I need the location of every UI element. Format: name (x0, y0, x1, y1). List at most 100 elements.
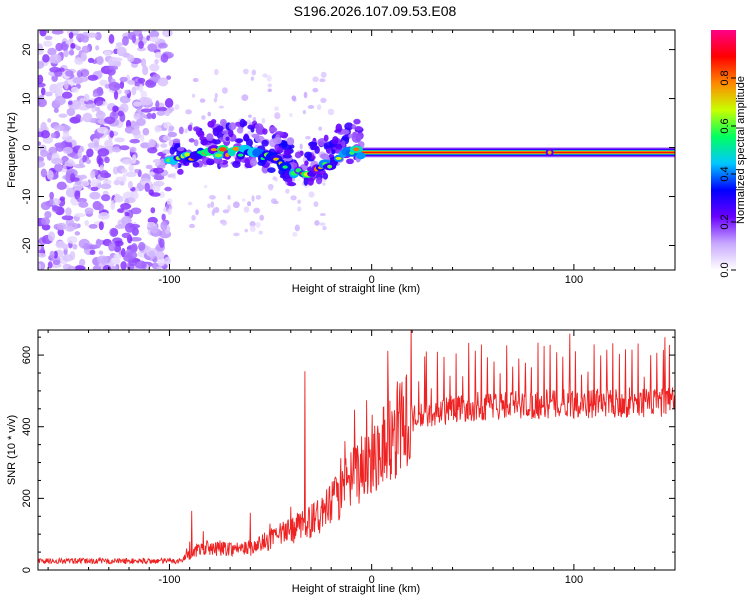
noise-blob (232, 201, 240, 209)
noise-blob (49, 250, 55, 259)
ridge-halo-blob (353, 118, 361, 125)
noise-blob (168, 173, 176, 178)
noise-blob (162, 135, 172, 142)
noise-blob (42, 40, 53, 47)
noise-blob (89, 182, 99, 187)
ridge-halo-blob (340, 129, 350, 135)
noise-blob (65, 218, 75, 227)
noise-blob (104, 156, 110, 164)
noise-blob (292, 231, 298, 237)
noise-blob (160, 53, 169, 63)
noise-blob (88, 224, 98, 229)
noise-blob (134, 168, 139, 174)
noise-blob (97, 148, 110, 157)
noise-blob (112, 105, 119, 112)
noise-blob (98, 212, 110, 220)
noise-blob (75, 180, 82, 186)
ridge-halo-blob (335, 143, 343, 150)
noise-blob (136, 117, 146, 127)
noise-blob (117, 208, 125, 213)
noise-blob (133, 112, 141, 120)
noise-blob (114, 137, 125, 143)
noise-blob (49, 197, 54, 206)
noise-blob (255, 221, 261, 228)
noise-blob (83, 242, 91, 250)
noise-blob (64, 160, 76, 167)
noise-blob (79, 76, 89, 83)
colorbar-gradient (711, 30, 736, 270)
noise-blob (319, 222, 326, 226)
noise-blob (51, 74, 58, 82)
noise-blob (92, 92, 98, 98)
noise-blob (90, 186, 99, 192)
noise-blob (312, 76, 319, 83)
noise-blob (327, 108, 335, 116)
noise-blob (250, 76, 255, 81)
noise-blob (86, 148, 94, 158)
noise-blob (149, 30, 160, 38)
noise-blob (125, 171, 137, 178)
noise-blob (144, 182, 150, 192)
noise-blob (307, 105, 315, 109)
noise-blob (155, 100, 160, 109)
noise-blob (96, 55, 104, 66)
noise-blob (109, 130, 114, 138)
ridge-halo-blob (283, 148, 292, 156)
noise-blob (108, 65, 119, 71)
noise-blob (80, 52, 87, 62)
noise-blob (102, 265, 112, 270)
noise-blob (97, 203, 104, 212)
noise-blob (184, 128, 188, 134)
noise-blob (168, 106, 175, 112)
noise-blob (207, 203, 211, 209)
noise-blob (58, 113, 68, 118)
noise-blob (47, 47, 57, 56)
ridge-halo-blob (314, 146, 320, 154)
ridge-halo-blob (274, 143, 280, 151)
ridge-halo-blob (206, 158, 215, 166)
noise-blob (82, 112, 93, 123)
ridge-halo-blob (228, 129, 234, 138)
ridge-halo-blob (267, 167, 276, 173)
colorbar-tick-label: 0.6 (719, 118, 731, 133)
noise-blob (55, 144, 65, 152)
noise-blob (38, 98, 47, 108)
noise-blob (251, 69, 257, 76)
noise-blob (158, 42, 168, 49)
noise-blob (121, 232, 132, 239)
noise-blob (153, 180, 165, 187)
noise-blob (90, 170, 96, 179)
noise-blob (203, 184, 208, 189)
noise-blob (100, 170, 109, 178)
noise-blob (38, 74, 44, 85)
noise-blob (53, 107, 59, 113)
noise-blob (122, 173, 127, 184)
noise-blob (233, 232, 240, 237)
noise-blob (160, 143, 168, 148)
noise-blob (74, 212, 86, 218)
colorbar-label: Normalized spectral amplitude (735, 76, 747, 224)
noise-blob (154, 58, 159, 65)
noise-blob (140, 108, 153, 113)
noise-blob (213, 97, 218, 103)
noise-blob (191, 93, 196, 98)
noise-blob (108, 241, 116, 252)
noise-blob (189, 223, 196, 229)
ridge-halo-blob (254, 123, 264, 131)
ridge-halo-blob (187, 124, 193, 132)
ridge-halo-blob (307, 177, 314, 186)
noise-blob (44, 35, 53, 41)
noise-blob (96, 98, 104, 106)
noise-blob (129, 146, 137, 153)
noise-blob (54, 95, 66, 106)
noise-blob (85, 159, 92, 165)
noise-blob (80, 180, 90, 187)
noise-blob (61, 91, 73, 99)
noise-blob (218, 105, 224, 109)
noise-blob (49, 66, 61, 73)
chart-title: S196.2026.107.09.53.E08 (294, 3, 457, 19)
noise-blob (97, 126, 109, 134)
ridge-halo-blob (200, 139, 209, 146)
noise-blob (111, 146, 122, 153)
ridge-halo-blob (206, 133, 214, 142)
